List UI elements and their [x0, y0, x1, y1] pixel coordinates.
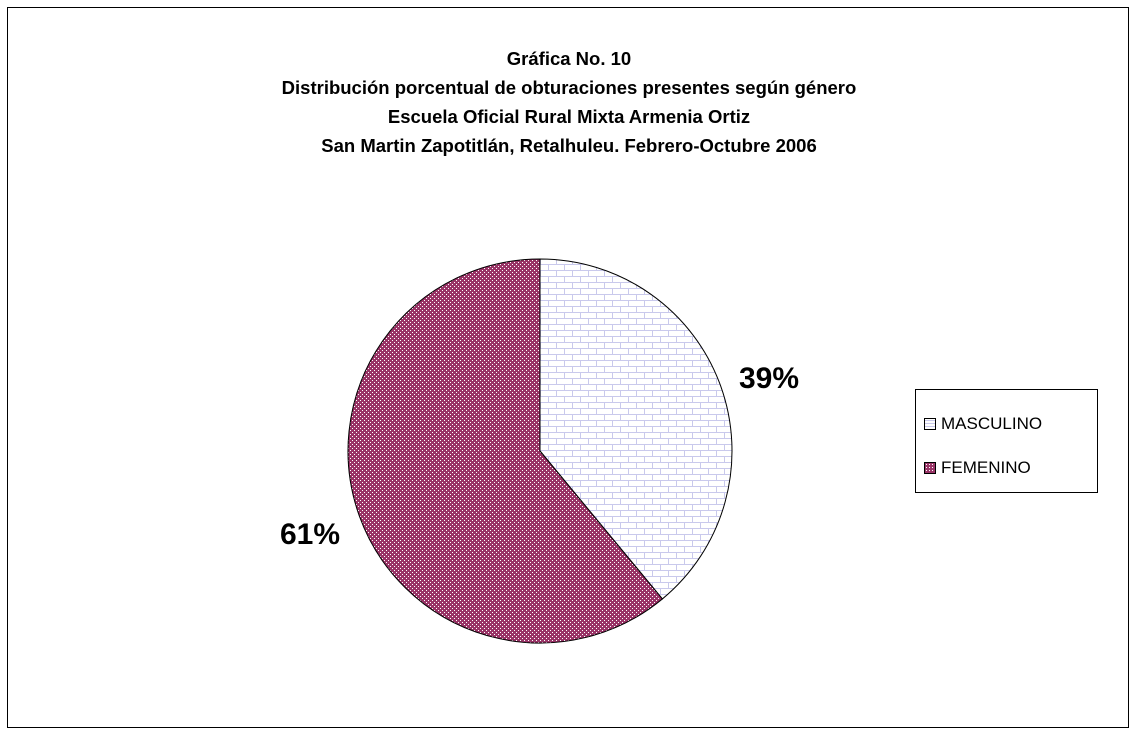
chart-title-line-4: San Martin Zapotitlán, Retalhuleu. Febre… — [321, 135, 817, 156]
chart-title-line-3: Escuela Oficial Rural Mixta Armenia Orti… — [387, 106, 751, 127]
legend-item-femenino: FEMENINO — [924, 458, 1031, 478]
chart-legend: MASCULINO FEMENINO — [915, 389, 1098, 493]
data-label-masculino: 39% — [739, 362, 799, 395]
legend-item-masculino: MASCULINO — [924, 414, 1042, 434]
data-label-femenino: 61% — [280, 518, 340, 551]
chart-title-line-1: Gráfica No. 10 — [506, 48, 632, 69]
chart-title: Gráfica No. 10 Distribución porcentual d… — [8, 44, 1130, 160]
pie-data-labels: 39% 61% — [280, 362, 799, 551]
legend-swatch-masculino — [924, 418, 936, 430]
chart-title-line-2: Distribución porcentual de obturaciones … — [281, 77, 857, 98]
legend-label-masculino: MASCULINO — [941, 414, 1043, 433]
pie-slice-femenino — [347, 258, 664, 644]
pie-slices — [347, 258, 733, 644]
legend-swatch-femenino — [924, 462, 936, 474]
legend-label-femenino: FEMENINO — [941, 458, 1031, 477]
pie-slice-masculino — [539, 258, 733, 600]
